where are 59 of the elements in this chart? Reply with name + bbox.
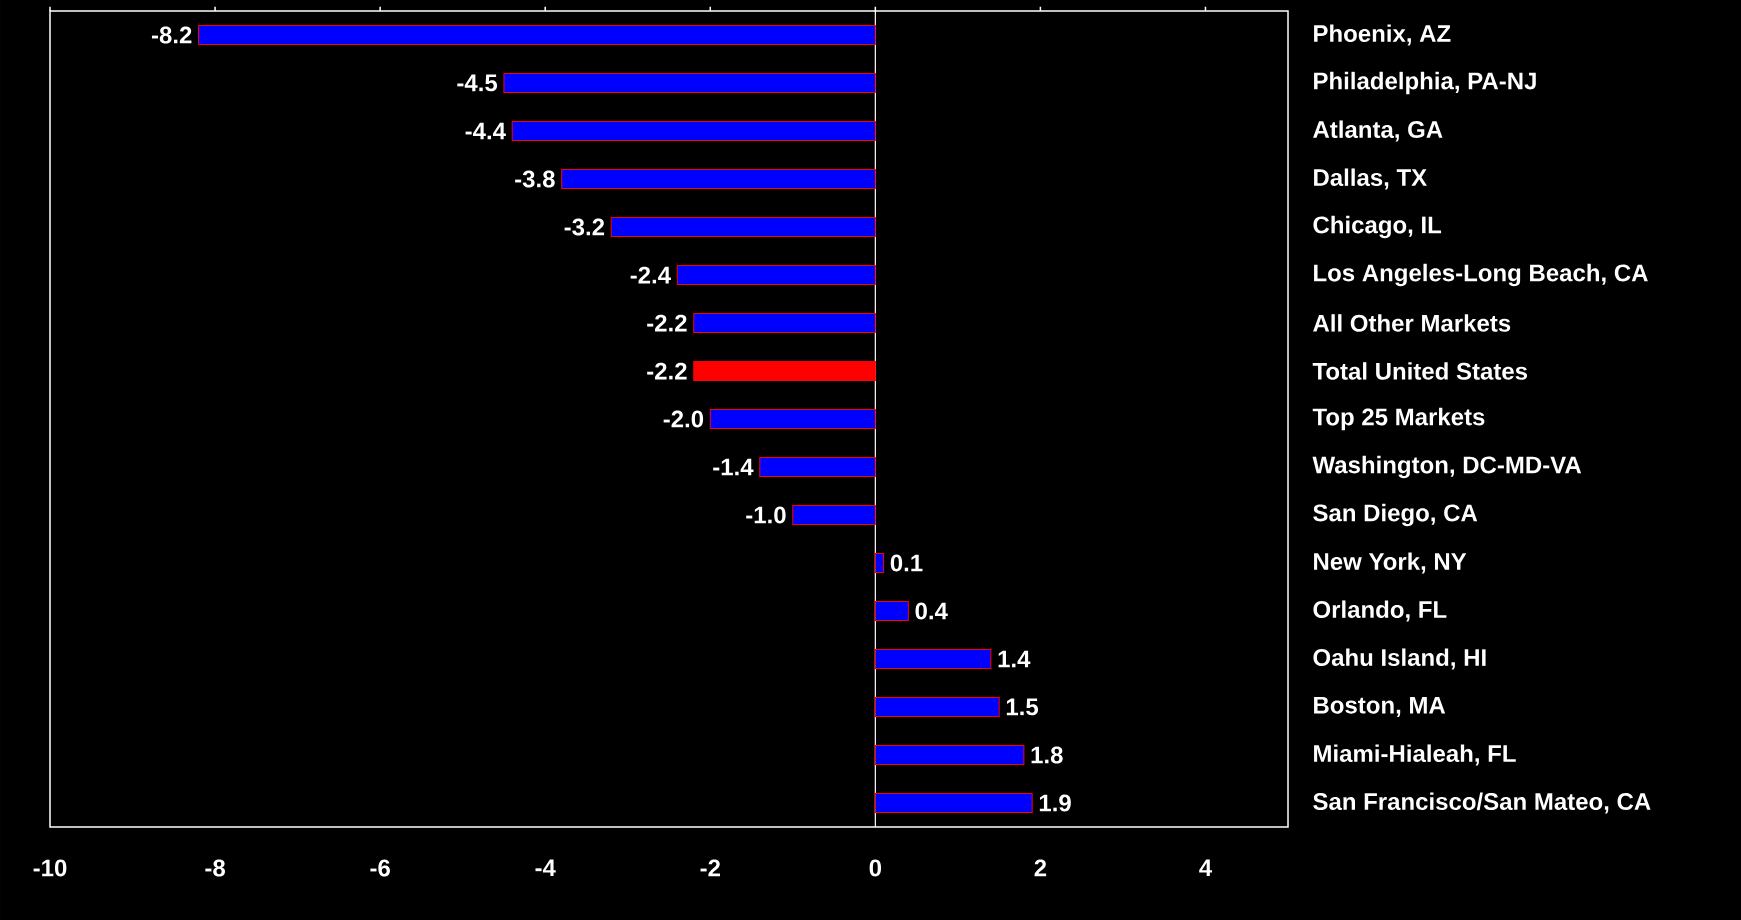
bar [198,24,876,46]
data-label: -4.4 [465,122,506,140]
x-tick-label: 0 [869,859,882,877]
bar [610,216,876,238]
x-tick-label: 4 [1199,859,1213,876]
y-tick-label: Atlanta, GA [1313,120,1443,142]
data-label: 1.8 [1031,746,1063,764]
y-tick-label: Miami-Hialeah, FL [1314,744,1516,766]
bar [693,312,876,334]
y-tick-label: Boston, MA [1314,696,1446,718]
bar [792,504,876,526]
data-label: -3.2 [564,218,605,236]
bar [503,72,876,94]
y-tick-label: Dallas, TX [1314,168,1427,190]
data-label: -2.2 [647,362,687,380]
x-tick-label: -2 [700,859,720,877]
data-label: -2.4 [630,266,671,284]
y-tick-label: San Diego, CA [1313,503,1478,527]
data-label: -4.5 [457,74,498,92]
x-tick-label: -4 [535,859,556,876]
bar [874,600,909,622]
bar [759,456,876,478]
y-tick-label: Phoenix, AZ [1314,24,1451,46]
y-tick-label: All Other Markets [1313,314,1511,332]
x-tick-label: -6 [370,859,390,877]
bar [874,552,885,574]
bar [511,120,876,142]
bar [874,792,1033,814]
y-tick-label: Total United States [1312,362,1528,380]
data-label: -2.0 [663,410,704,428]
data-label: 1.5 [1006,698,1039,716]
x-tick-label: 2 [1034,859,1047,877]
y-tick-label: Washington, DC-MD-VA [1312,455,1582,479]
data-label: 0.4 [915,602,948,620]
data-label: -8.2 [151,26,192,44]
y-tick-label: Orlando, FL [1313,600,1447,622]
y-tick-label: Chicago, IL [1313,215,1442,239]
y-tick-label: Oahu Island, HI [1313,648,1486,670]
bar [676,264,876,286]
bar [693,360,876,382]
data-label: -1.4 [713,458,754,476]
y-tick-label: Philadelphia, PA-NJ [1314,71,1536,95]
data-label: -2.2 [647,314,687,332]
data-label: 1.4 [998,650,1031,668]
x-tick-label: -8 [205,859,226,877]
bar [874,744,1025,766]
y-tick-label: San Francisco/San Mateo, CA [1313,792,1651,814]
bar [874,648,992,670]
data-label: -1.0 [746,506,786,524]
y-tick-label: New York, NY [1314,552,1467,574]
y-tick-label: Los Angeles-Long Beach, CA [1314,263,1648,287]
bar [561,168,876,190]
data-label: 0.1 [890,554,923,572]
bar [874,696,1000,718]
data-label: 1.9 [1039,794,1071,812]
bar [709,408,876,430]
data-label: -3.8 [515,170,555,188]
y-tick-label: Top 25 Markets [1312,407,1485,431]
x-tick-label: -10 [33,859,67,877]
